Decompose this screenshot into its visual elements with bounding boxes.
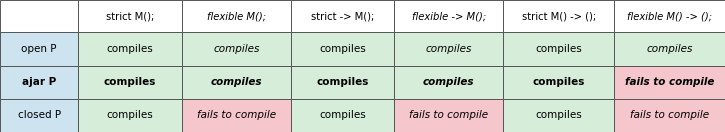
Bar: [182, 0, 291, 32]
Bar: [0, 66, 78, 99]
Bar: [614, 0, 725, 32]
Bar: [78, 32, 182, 66]
Text: closed P: closed P: [17, 110, 61, 120]
Bar: [394, 0, 503, 32]
Text: flexible M();: flexible M();: [207, 11, 266, 21]
Bar: [614, 66, 725, 99]
Text: fails to compile: fails to compile: [409, 110, 489, 120]
Text: strict M();: strict M();: [106, 11, 154, 21]
Bar: [614, 32, 725, 66]
Bar: [394, 99, 503, 132]
Bar: [0, 32, 78, 66]
Text: compiles: compiles: [107, 110, 154, 120]
Bar: [503, 99, 614, 132]
Text: compiles: compiles: [423, 77, 475, 87]
Bar: [0, 0, 78, 32]
Bar: [291, 66, 394, 99]
Bar: [291, 32, 394, 66]
Bar: [614, 99, 725, 132]
Text: compiles: compiles: [319, 44, 366, 54]
Text: compiles: compiles: [316, 77, 369, 87]
Text: compiles: compiles: [104, 77, 157, 87]
Bar: [394, 32, 503, 66]
Text: ajar P: ajar P: [22, 77, 57, 87]
Bar: [291, 0, 394, 32]
Bar: [78, 0, 182, 32]
Bar: [182, 66, 291, 99]
Text: compiles: compiles: [535, 44, 582, 54]
Text: open P: open P: [22, 44, 57, 54]
Text: strict -> M();: strict -> M();: [311, 11, 374, 21]
Bar: [503, 32, 614, 66]
Text: compiles: compiles: [319, 110, 366, 120]
Text: compiles: compiles: [210, 77, 262, 87]
Bar: [503, 66, 614, 99]
Text: flexible -> M();: flexible -> M();: [412, 11, 486, 21]
Text: compiles: compiles: [535, 110, 582, 120]
Text: compiles: compiles: [426, 44, 472, 54]
Bar: [503, 0, 614, 32]
Text: strict M() -> ();: strict M() -> ();: [521, 11, 596, 21]
Bar: [78, 66, 182, 99]
Text: compiles: compiles: [647, 44, 692, 54]
Text: compiles: compiles: [107, 44, 154, 54]
Text: flexible M() -> ();: flexible M() -> ();: [627, 11, 712, 21]
Text: fails to compile: fails to compile: [630, 110, 709, 120]
Bar: [394, 66, 503, 99]
Text: fails to compile: fails to compile: [196, 110, 276, 120]
Text: compiles: compiles: [532, 77, 585, 87]
Bar: [0, 99, 78, 132]
Text: compiles: compiles: [213, 44, 260, 54]
Bar: [182, 99, 291, 132]
Bar: [291, 99, 394, 132]
Bar: [78, 99, 182, 132]
Bar: [182, 32, 291, 66]
Text: fails to compile: fails to compile: [625, 77, 714, 87]
